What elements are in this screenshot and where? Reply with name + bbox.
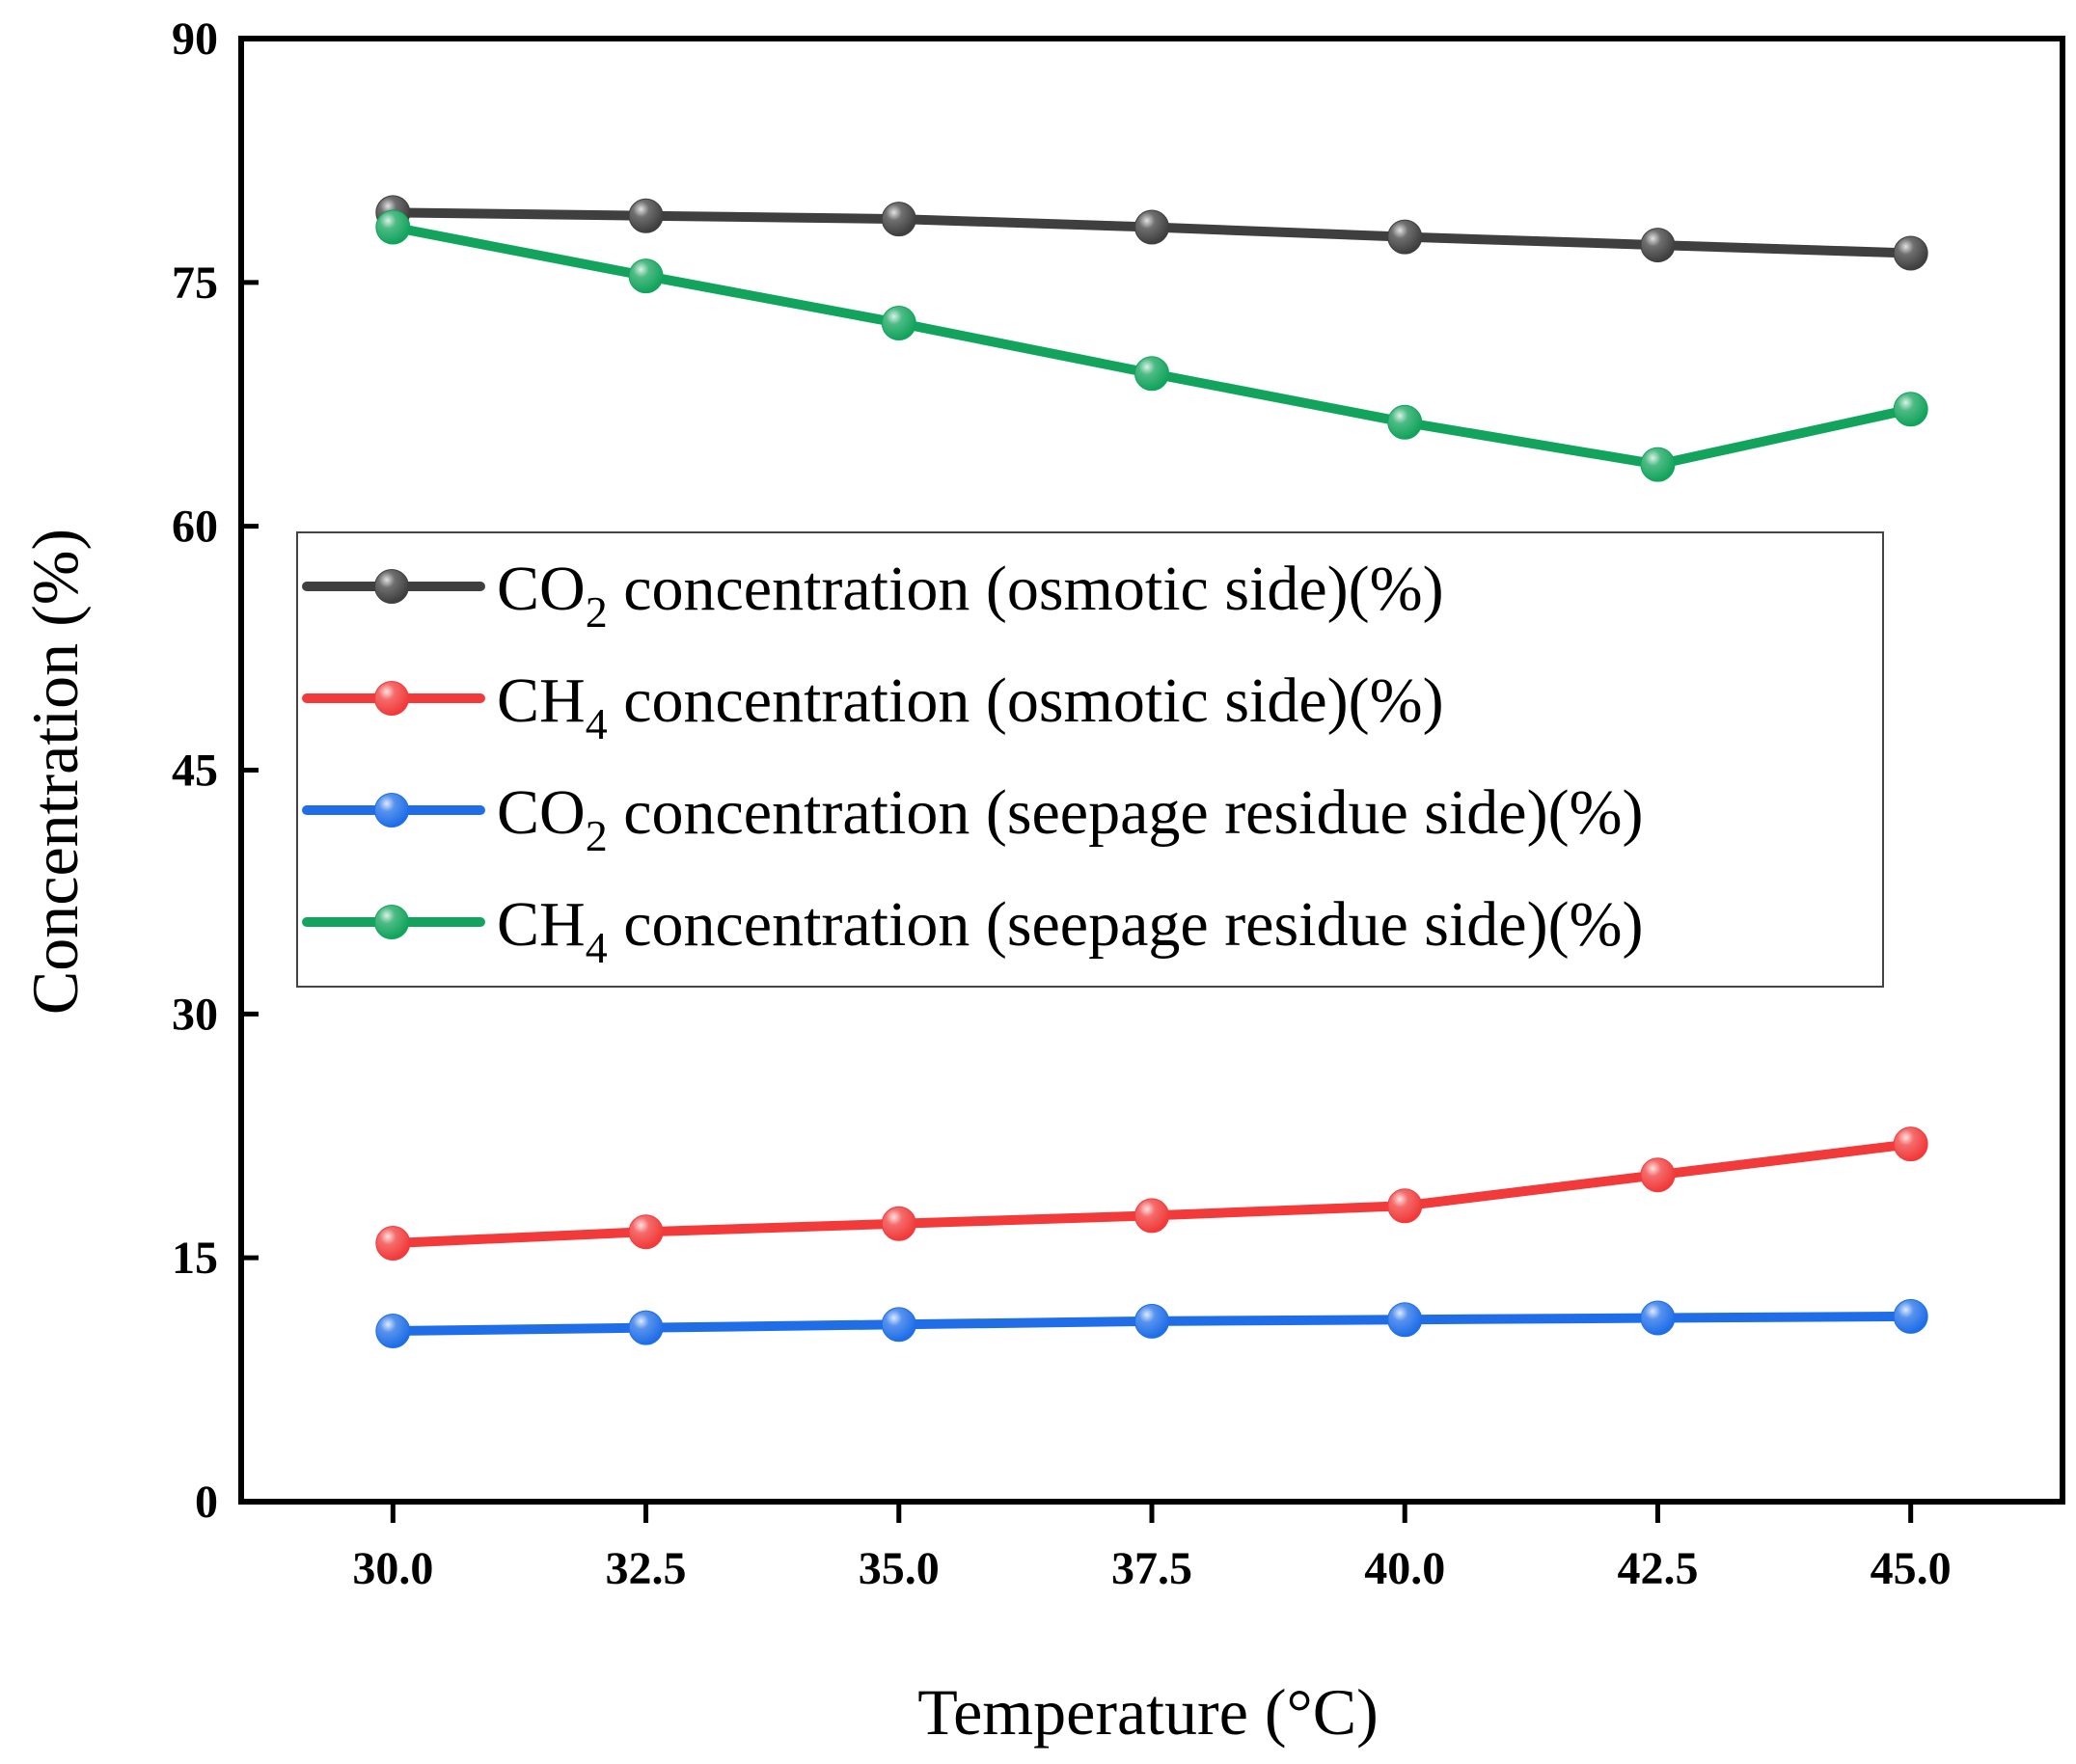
data-point-gloss [882,306,915,339]
plot-frame [238,36,2065,1505]
legend-marker-gloss [375,570,408,603]
data-point-gloss [1388,220,1422,254]
data-point-gloss [1135,1199,1168,1233]
legend-entry-2: CH4 concentration (osmotic side)(%) [302,665,1444,748]
data-point-gloss [629,1215,663,1249]
legend: CO2 concentration (osmotic side)(%)CH4 c… [296,531,1884,988]
legend-entry-4: CH4 concentration (seepage residue side)… [302,889,1644,972]
data-point-gloss [1388,405,1422,439]
series-1 [375,195,1928,271]
data-point-gloss [376,1226,410,1260]
data-point-gloss [1641,448,1675,481]
legend-marker-gloss [375,906,408,938]
x-tick-label: 42.5 [1617,1543,1698,1594]
legend-label: CH4 concentration (seepage residue side)… [497,889,1644,972]
data-point-gloss [376,1315,410,1348]
data-point-gloss [629,1311,663,1344]
series-3 [375,1298,1928,1349]
series-4 [375,209,1928,482]
data-point-gloss [882,1308,915,1342]
x-axis-label: Temperature (°C) [917,1675,1378,1749]
legend-label-rest: concentration (osmotic side)(%) [608,554,1444,624]
y-tick-label: 30 [172,989,218,1040]
data-point-gloss [882,203,915,236]
data-point-gloss [1641,1301,1675,1335]
data-point-gloss [1894,236,1927,270]
legend-label-rest: concentration (seepage residue side)(%) [608,889,1644,960]
legend-label-subscript: 2 [586,587,608,637]
data-point-gloss [882,1207,915,1240]
legend-marker-gloss [375,794,408,827]
legend-label: CH4 concentration (osmotic side)(%) [497,665,1444,748]
data-point-gloss [629,199,663,232]
data-point-gloss [376,210,410,244]
legend-label-rest: concentration (osmotic side)(%) [608,665,1444,736]
data-point-gloss [1388,1189,1422,1223]
data-point-gloss [1388,1303,1422,1337]
data-point-gloss [1135,357,1168,391]
legend-label-rest: concentration (seepage residue side)(%) [608,777,1644,848]
series-layer [375,195,1928,1349]
y-tick-label: 15 [172,1233,218,1284]
y-tick-label: 90 [172,14,218,65]
y-tick-label: 75 [172,258,218,309]
x-tick-label: 35.0 [859,1543,940,1594]
y-axis-ticks: 0 15 30 45 60 75 90 [172,14,259,1528]
x-axis-ticks: 30.0 32.5 35.0 37.5 40.0 42.5 45.0 [352,1502,1952,1594]
x-tick-label: 37.5 [1111,1543,1192,1594]
y-tick-label: 45 [172,746,218,797]
series-line [388,222,1916,470]
data-point-gloss [1641,1158,1675,1192]
data-point-gloss [1894,393,1927,426]
data-point-gloss [1135,1304,1168,1338]
legend-label-main: CH [497,665,586,736]
legend-marker-gloss [375,682,408,715]
y-tick-label: 0 [195,1477,218,1528]
x-tick-label: 40.0 [1364,1543,1445,1594]
data-point-gloss [1135,210,1168,244]
y-tick-label: 60 [172,502,218,553]
legend-label-subscript: 4 [586,923,608,972]
legend-label: CO2 concentration (osmotic side)(%) [497,554,1444,637]
legend-label-main: CO [497,554,586,624]
legend-box [296,531,1884,988]
x-tick-label: 32.5 [606,1543,687,1594]
legend-label-main: CH [497,889,586,960]
legend-entry-1: CO2 concentration (osmotic side)(%) [302,554,1444,637]
data-point-gloss [1641,229,1675,262]
data-point-gloss [1894,1127,1927,1161]
legend-label-main: CO [497,777,586,848]
x-tick-label: 30.0 [352,1543,433,1594]
legend-entry-3: CO2 concentration (seepage residue side)… [302,777,1644,860]
legend-label-subscript: 4 [586,699,608,748]
data-point-gloss [629,259,663,293]
data-point-gloss [1894,1299,1927,1333]
legend-label-subscript: 2 [586,811,608,860]
series-2 [375,1126,1928,1261]
x-tick-label: 45.0 [1871,1543,1952,1594]
legend-label: CO2 concentration (seepage residue side)… [497,777,1644,860]
y-axis-label: Concentration (%) [18,529,92,1015]
